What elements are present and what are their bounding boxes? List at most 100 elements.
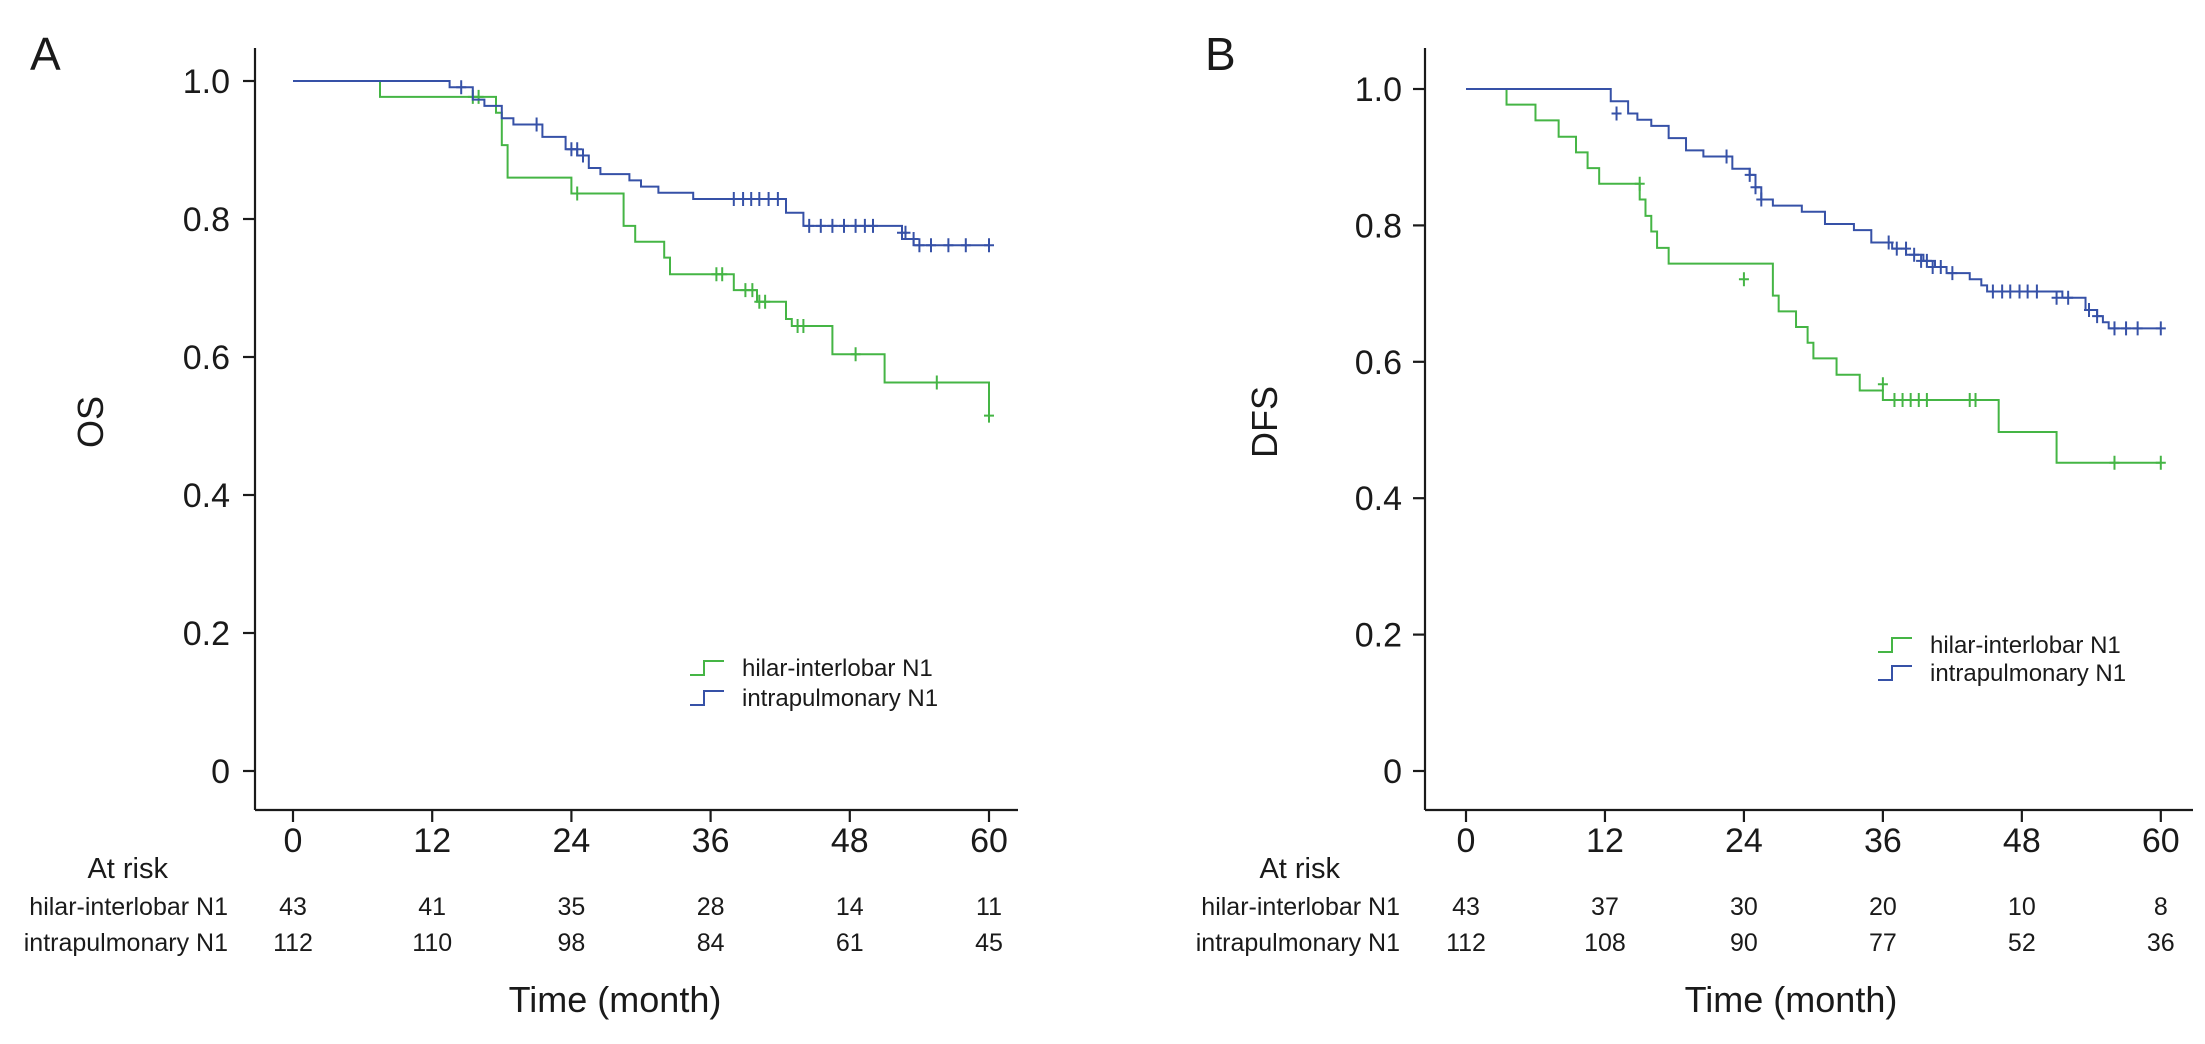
y-tick-label: 0.6 [1355,344,1402,382]
at-risk-count: 14 [836,893,864,921]
at-risk-header: At risk [1259,853,1340,885]
censor-mark [2132,321,2143,336]
at-risk-count: 41 [418,893,446,921]
censor-mark [2051,290,2062,305]
censor-mark [804,218,815,233]
censor-mark [926,238,936,253]
x-tick-label: 0 [1457,822,1476,860]
y-tick-label: 0.2 [183,615,230,653]
at-risk-count: 77 [1869,929,1897,957]
at-risk-count: 43 [279,893,307,921]
at-risk-count: 112 [1446,929,1486,957]
censor-mark [1721,149,1732,164]
censor-mark [850,218,861,233]
censor-mark [908,232,919,247]
y-tick-label: 0.8 [183,201,230,239]
censor-mark [1744,167,1755,182]
censor-mark [1921,392,1932,407]
x-tick-label: 60 [2142,822,2180,860]
y-tick-label: 0.6 [183,339,230,377]
censor-mark [531,117,542,132]
censor-mark [2155,321,2166,336]
panel-b: B 0 0.2 0.4 0.6 0.8 1.0 0 12 24 36 48 60 DFS hilar-int… [1196,28,2193,1020]
x-tick-label: 36 [1864,822,1902,860]
y-tick-label: 1.0 [183,63,230,101]
legend-swatch [1878,665,1912,681]
censor-mark [1738,272,1749,287]
censor-mark [578,148,588,163]
censor-mark [1947,266,1958,281]
at-risk-row-label: intrapulmonary N1 [24,929,228,957]
x-tick-label: 24 [1725,822,1763,860]
censor-mark [772,191,783,206]
censor-mark [1970,392,1981,407]
at-risk-count: 28 [697,893,725,921]
legend: hilar-interlobar N1 intrapulmonary N1 [690,655,938,712]
at-risk-count: 61 [836,929,864,957]
censor-mark [2121,321,2132,336]
censor-mark [839,218,849,233]
at-risk-count: 37 [1591,893,1619,921]
censor-mark [1987,284,1998,299]
censor-mark [798,318,809,333]
at-risk-count: 10 [2008,893,2036,921]
at-risk-count: 35 [557,893,585,921]
at-risk-count: 112 [273,929,313,957]
at-risk-count: 36 [2147,929,2175,957]
y-tick-label: 1.0 [1355,71,1402,109]
legend-swatch [1878,637,1912,653]
censor-mark [1883,235,1894,250]
censor-mark [1634,176,1645,191]
x-axis-title: Time (month) [1685,979,1898,1020]
legend-swatch [690,660,724,676]
censor-mark [1611,106,1622,121]
legend-label: hilar-interlobar N1 [1930,632,2121,659]
censor-mark [747,283,758,298]
censor-mark [456,80,467,95]
y-tick-label: 0 [1383,753,1402,791]
censor-mark [754,191,765,206]
legend-label: intrapulmonary N1 [742,685,938,712]
at-risk-count: 11 [976,893,1002,921]
censor-mark [960,238,971,253]
km-curve-hilar-interlobar [293,80,990,416]
at-risk-row-label: intrapulmonary N1 [1196,929,1400,957]
censor-mark [984,408,994,423]
legend-label: intrapulmonary N1 [1930,660,2126,687]
censor-mark [717,267,728,282]
x-axis-title: Time (month) [509,979,722,1020]
legend-label: hilar-interlobar N1 [742,655,933,682]
censor-mark [760,294,771,309]
censor-mark [572,142,583,157]
x-tick-label: 12 [1586,822,1624,860]
censor-mark [984,238,994,253]
at-risk-count: 90 [1730,929,1758,957]
censor-mark [473,89,484,104]
censor-mark [2005,284,2016,299]
censor-mark [943,238,954,253]
y-tick-label: 0.8 [1355,207,1402,245]
x-tick-label: 0 [284,822,303,860]
panel-letter: A [30,28,61,80]
censor-mark [900,225,911,240]
at-risk-count: 45 [975,929,1003,957]
y-tick-label: 0 [211,753,230,791]
censor-mark [914,238,925,253]
km-curve-intrapulmonary [293,80,989,247]
at-risk-count: 30 [1730,893,1758,921]
censor-mark [827,218,838,233]
x-tick-label: 24 [552,822,590,860]
censor-mark [1921,253,1932,268]
censor-mark [815,218,826,233]
x-tick-label: 48 [831,822,869,860]
censor-mark [2031,284,2042,299]
censor-mark [763,191,774,206]
y-axis-title: DFS [1244,386,1285,458]
censor-mark [850,347,861,362]
at-risk-count: 52 [2008,929,2036,957]
at-risk-count: 84 [697,929,725,957]
censor-mark [1750,180,1761,195]
